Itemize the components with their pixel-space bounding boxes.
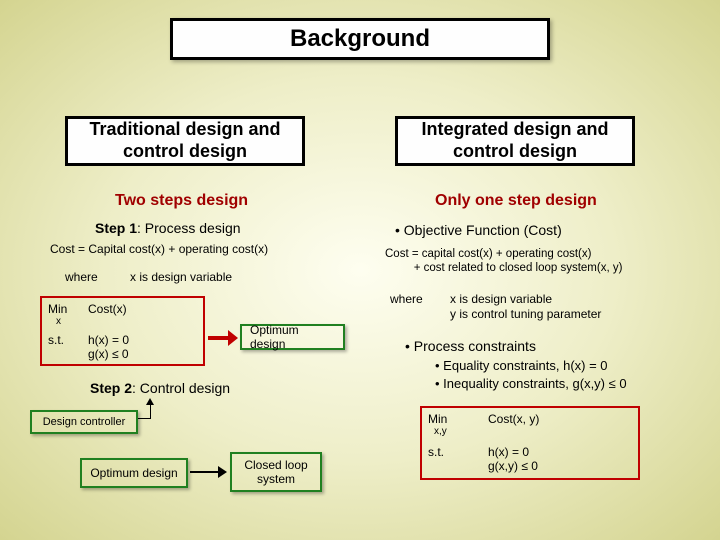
right-cost-eq1: Cost = capital cost(x) + operating cost(…: [385, 248, 591, 260]
bullet-constraints: • Process constraints: [405, 338, 536, 354]
right-where-txt1: x is design variable: [450, 292, 552, 306]
left-where: where: [65, 270, 98, 284]
hx: h(x) = 0: [88, 333, 129, 347]
left-cost-eq: Cost = Capital cost(x) + operating cost(…: [50, 242, 268, 256]
r-st-label: s.t.: [428, 445, 488, 473]
right-red-box: Min x,y Cost(x, y) s.t. h(x) = 0 g(x,y) …: [420, 406, 640, 480]
red-arrow-line: [208, 336, 230, 340]
left-where-txt: x is design variable: [130, 270, 232, 284]
step2-rest: : Control design: [132, 380, 230, 396]
st-label: s.t.: [48, 333, 88, 361]
opt-design-1: Optimum design: [250, 323, 335, 351]
design-controller-text: Design controller: [43, 416, 126, 428]
title-text: Background: [290, 25, 430, 53]
step1-rest: : Process design: [137, 220, 241, 236]
right-header-box: Integrated design and control design: [395, 116, 635, 166]
small-arrow-2: [150, 404, 151, 419]
bullet-obj: • Objective Function (Cost): [395, 222, 562, 238]
left-header-text: Traditional design and control design: [68, 119, 302, 162]
r-cost-fn: Cost(x, y): [488, 412, 539, 437]
bullet-eq: • Equality constraints, h(x) = 0: [435, 358, 608, 373]
left-subtitle: Two steps design: [115, 192, 248, 210]
left-header-box: Traditional design and control design: [65, 116, 305, 166]
optimum-design-box-2: Optimum design: [80, 458, 188, 488]
closed-loop-text: Closed loop system: [240, 458, 312, 487]
r-min-var: x,y: [428, 426, 488, 437]
design-controller-box: Design controller: [30, 410, 138, 434]
gx: g(x) ≤ 0: [88, 347, 129, 361]
arrow-line-cl: [190, 471, 220, 473]
arrow-head-cl: [218, 466, 227, 478]
right-where-txt2: y is control tuning parameter: [450, 307, 601, 321]
bullet-ineq: • Inequality constraints, g(x,y) ≤ 0: [435, 376, 627, 391]
left-red-box: Min x Cost(x) s.t. h(x) = 0 g(x) ≤ 0: [40, 296, 205, 366]
closed-loop-box: Closed loop system: [230, 452, 322, 492]
r-hx: h(x) = 0: [488, 445, 538, 459]
r-min-label: Min: [428, 412, 488, 426]
r-gx: g(x,y) ≤ 0: [488, 459, 538, 473]
step2-bold: Step 2: [90, 380, 132, 396]
red-arrow-head: [228, 330, 238, 346]
step1-label: Step 1: Process design: [95, 220, 241, 236]
right-where: where: [390, 292, 423, 306]
min-var: x: [48, 316, 88, 327]
small-arrow-head: [146, 398, 154, 405]
right-subtitle: Only one step design: [435, 192, 597, 210]
cost-fn: Cost(x): [88, 302, 127, 327]
right-header-text: Integrated design and control design: [398, 119, 632, 162]
right-cost-eq2: + cost related to closed loop system(x, …: [385, 262, 622, 274]
title-box: Background: [170, 18, 550, 60]
small-arrow-1: [138, 418, 150, 419]
step2-label: Step 2: Control design: [90, 380, 230, 396]
step1-bold: Step 1: [95, 220, 137, 236]
optimum-design-box-1: Optimum design: [240, 324, 345, 350]
min-label: Min: [48, 302, 88, 316]
opt-design-2: Optimum design: [90, 466, 177, 480]
